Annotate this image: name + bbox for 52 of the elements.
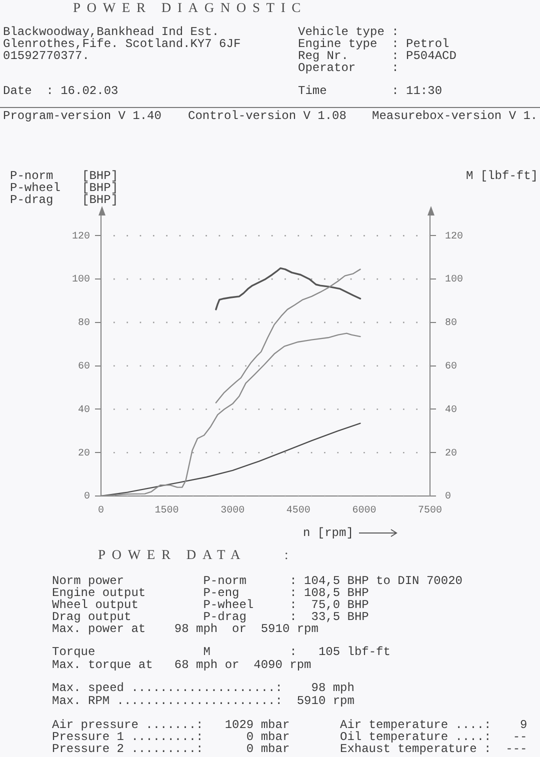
text: Blackwoodway,Bankhead Ind Est. [3,25,220,39]
text: Vehicle type : [298,25,399,39]
x-tick-label: 1500 [154,506,179,517]
y-axis-title: P-norm [BHP] P-wheel [BHP] P-drag [BHP] [10,169,118,207]
text: Air pressure .......: 1029 mbar [52,718,290,732]
text: Max. speed ....................: 98 mph [52,681,354,695]
chart-title: POWER DIAGNOSTIC [73,0,307,15]
y2-tick-label: 40 [445,404,458,416]
x-tick-label: 4500 [286,506,310,517]
y2-tick-label: 20 [445,448,458,460]
text: Torque M : 105 lbf-ft [52,645,390,659]
x-tick-label: 7500 [418,506,442,517]
x-axis-title: n [rpm] [303,526,354,540]
text: Time : 11:30 [298,84,442,98]
text: Pressure 2 .........: 0 mbar [52,742,290,756]
x-tick-label: 0 [98,506,104,517]
text: Date : 16.02.03 [3,84,118,98]
text: Engine type : Petrol [298,37,450,51]
text: Max. torque at 68 mph or 4090 rpm [52,658,312,672]
text: Air temperature ....: 9 [340,718,528,732]
text: Control-version V 1.08 [188,109,346,123]
text: Reg Nr. : P504ACD [298,49,456,63]
y-tick-label: 80 [78,318,90,330]
text: 01592770377. [3,49,90,63]
y-tick-label: 40 [78,404,90,416]
text: Program-version V 1.40 [3,109,162,123]
text: Norm power P-norm : 104,5 BHP to DIN 70020 [52,574,462,588]
y-tick-label: 100 [72,274,90,286]
text: Wheel output P-wheel : 75,0 BHP [52,598,369,612]
text: Max. RPM ......................: 5910 rpm [52,694,354,708]
text: Max. power at 98 mph or 5910 rpm [52,622,318,636]
text: Exhaust temperature : --- [340,742,528,756]
text: Pressure 1 .........: 0 mbar [52,730,290,744]
x-tick-label: 6000 [352,506,376,517]
text: POWER DATA : [98,547,295,562]
y2-tick-label: 60 [445,361,458,372]
text: Engine output P-eng : 108,5 BHP [52,586,369,600]
text: Drag output P-drag : 33,5 BHP [52,610,369,624]
text: Operator : [298,61,399,75]
y2-tick-label: 120 [445,231,464,242]
y-tick-label: 20 [78,448,90,460]
text: Measurebox-version V 1. [372,109,538,123]
text: Oil temperature ....: -- [340,730,528,744]
y2-tick-label: 80 [445,318,458,330]
y-tick-label: 60 [78,361,90,372]
text: Glenrothes,Fife. Scotland.KY7 6JF [3,37,241,51]
y-tick-label: 120 [72,231,90,242]
y2-tick-label: 0 [445,492,452,503]
y2-axis-title: M [lbf-ft] [466,169,538,183]
y-tick-label: 0 [84,492,90,503]
y2-tick-label: 100 [445,274,464,286]
x-tick-label: 3000 [220,506,245,517]
